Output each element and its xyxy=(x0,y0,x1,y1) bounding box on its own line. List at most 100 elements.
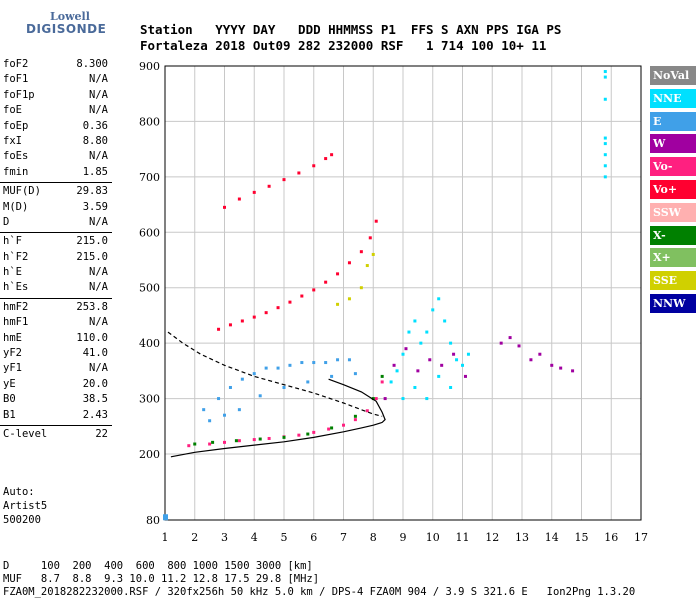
param-value: N/A xyxy=(89,281,108,294)
data-point xyxy=(282,435,286,439)
data-point xyxy=(228,385,232,389)
param-row: C-level 22 xyxy=(0,428,112,443)
data-point xyxy=(324,157,328,161)
param-row: fmin 1.85 xyxy=(0,166,112,181)
data-point xyxy=(449,341,453,345)
data-point xyxy=(324,361,328,365)
data-point xyxy=(419,341,423,345)
data-point xyxy=(312,164,316,168)
header-values: Fortaleza 2018 Out09 282 232000 RSF 1 71… xyxy=(140,38,547,53)
data-point xyxy=(276,306,280,310)
data-point xyxy=(312,430,316,434)
x-tick-label: 9 xyxy=(400,531,407,544)
data-point xyxy=(330,426,334,430)
true-height-dashed-curve xyxy=(167,331,383,417)
param-value: 215.0 xyxy=(76,250,108,263)
data-point xyxy=(466,352,470,356)
data-point xyxy=(383,397,387,401)
data-point xyxy=(559,366,563,370)
data-point xyxy=(413,385,417,389)
lowell-digisonde-logo: Lowell DIGISONDE xyxy=(10,8,130,40)
data-point xyxy=(437,374,441,378)
data-point xyxy=(193,442,197,446)
data-point xyxy=(252,190,256,194)
true-height-profile-curve xyxy=(170,378,386,458)
data-point xyxy=(425,397,429,401)
x-tick-label: 3 xyxy=(221,531,228,544)
data-point xyxy=(237,408,241,412)
data-point xyxy=(187,444,191,448)
param-row: hmF2 253.8 xyxy=(0,301,112,316)
param-name: foF1p xyxy=(3,88,35,101)
x-tick-label: 5 xyxy=(281,531,288,544)
param-row: h`F 215.0 xyxy=(0,235,112,250)
data-point xyxy=(440,363,444,367)
auto-line: Auto: xyxy=(3,486,35,498)
param-value: 8.80 xyxy=(82,134,108,147)
data-point xyxy=(297,433,301,437)
data-point xyxy=(404,347,408,351)
data-point xyxy=(374,397,378,401)
param-row: fxI 8.80 xyxy=(0,135,112,150)
autoscaling-info: Auto: Artist5 500200 xyxy=(3,485,47,527)
data-point xyxy=(603,75,607,79)
param-value: 110.0 xyxy=(76,331,108,344)
param-name: foF2 xyxy=(3,58,29,70)
param-separator xyxy=(0,232,112,234)
scaled-parameters-panel: foF2 8.300 foF1 N/A foF1p N/A foE N/A foEp 0.36 fx… xyxy=(0,58,112,443)
legend-entry: NoVal xyxy=(650,66,696,85)
legend-entry: SSE xyxy=(650,271,696,291)
data-point xyxy=(211,440,215,444)
param-row: MUF(D) 29.83 xyxy=(0,185,112,200)
param-name: fmin xyxy=(3,165,29,178)
data-point xyxy=(264,366,268,370)
param-name: foEp xyxy=(3,119,29,132)
param-name: hmF2 xyxy=(3,300,29,313)
data-point xyxy=(550,363,554,367)
param-value: 29.83 xyxy=(76,185,108,198)
data-point xyxy=(374,219,378,223)
param-name: h`Es xyxy=(3,281,29,294)
param-row: B1 2.43 xyxy=(0,409,112,424)
data-point xyxy=(452,352,456,356)
data-point xyxy=(347,261,351,265)
param-value: 38.5 xyxy=(82,393,108,406)
data-point xyxy=(258,394,262,398)
header-labels: Station YYYY DAY DDD HHMMSS P1 FFS S AXN… xyxy=(140,22,562,37)
y-tick-label: 800 xyxy=(139,115,160,128)
data-point xyxy=(380,374,384,378)
data-point xyxy=(353,414,357,418)
data-point xyxy=(327,427,331,431)
data-point xyxy=(571,369,575,373)
x-tick-label: 4 xyxy=(251,531,258,544)
data-point xyxy=(407,330,411,334)
data-point xyxy=(217,397,221,401)
x-tick-label: 15 xyxy=(575,531,589,544)
x-tick-label: 14 xyxy=(545,531,559,544)
data-point xyxy=(237,197,241,201)
data-point xyxy=(336,302,340,306)
param-name: B0 xyxy=(3,393,16,406)
y-tick-label: 400 xyxy=(139,337,160,350)
footer: D 100 200 400 600 800 1000 1500 3000 [km… xyxy=(3,560,635,599)
param-name: B1 xyxy=(3,408,16,421)
data-point xyxy=(461,363,464,367)
data-point xyxy=(603,136,607,140)
data-point xyxy=(463,374,467,378)
data-point xyxy=(347,358,351,362)
param-value: N/A xyxy=(89,266,108,279)
data-point xyxy=(413,319,417,323)
param-row: yF1 N/A xyxy=(0,362,112,377)
station-header: Station YYYY DAY DDD HHMMSS P1 FFS S AXN… xyxy=(140,22,561,54)
data-point xyxy=(603,175,607,179)
data-point xyxy=(208,419,212,423)
legend-entry: Vo+ xyxy=(650,179,696,199)
data-point xyxy=(401,352,405,356)
data-point xyxy=(395,369,399,373)
data-point xyxy=(603,70,607,74)
data-point xyxy=(252,315,256,319)
param-value: 8.300 xyxy=(76,58,108,70)
param-value: N/A xyxy=(89,73,108,86)
data-point xyxy=(603,164,607,168)
